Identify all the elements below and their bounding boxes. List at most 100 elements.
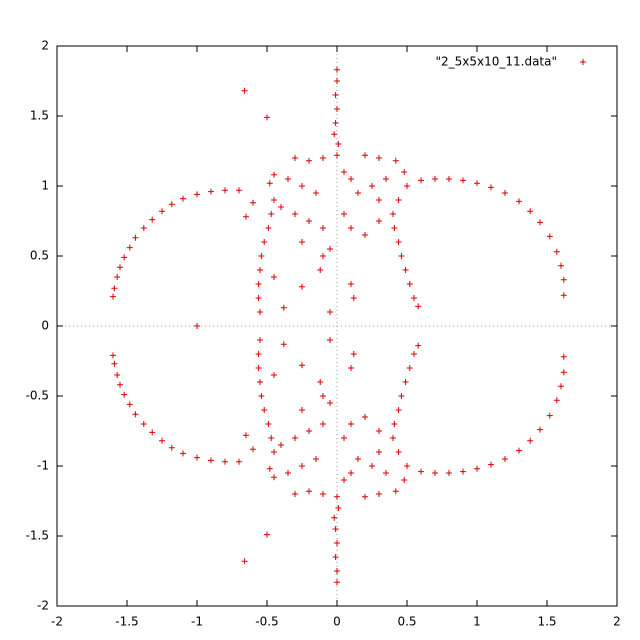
legend-label: "2_5x5x10_11.data" (435, 55, 557, 69)
point (401, 169, 408, 175)
point (306, 218, 312, 224)
point (258, 253, 265, 259)
point (280, 304, 287, 311)
point (194, 191, 200, 198)
point (126, 244, 133, 251)
point (292, 211, 298, 217)
point (149, 216, 156, 223)
point (355, 190, 361, 196)
point (350, 351, 357, 357)
point (320, 155, 326, 161)
point (271, 449, 277, 455)
point (334, 106, 340, 112)
point (241, 558, 248, 565)
point (140, 225, 147, 231)
point (341, 211, 347, 217)
point (320, 253, 326, 259)
point (114, 372, 121, 378)
point (258, 393, 265, 399)
point (348, 176, 354, 182)
point (398, 393, 405, 399)
point (398, 253, 405, 259)
point (168, 444, 175, 451)
point (391, 421, 398, 427)
point (271, 372, 277, 378)
point (299, 183, 305, 189)
point (268, 211, 275, 217)
point (110, 352, 116, 359)
point (350, 295, 357, 301)
point (255, 295, 262, 301)
point (327, 400, 333, 406)
point (299, 239, 305, 245)
point (334, 493, 340, 500)
point (255, 351, 262, 357)
point (265, 421, 272, 427)
point (560, 369, 567, 376)
point (334, 78, 340, 84)
point (474, 465, 480, 472)
point (341, 435, 347, 441)
point (560, 276, 567, 283)
point (299, 463, 305, 469)
point (376, 218, 382, 224)
point (392, 488, 399, 495)
point (516, 447, 522, 454)
point (271, 474, 277, 481)
point (320, 393, 326, 399)
point (546, 233, 553, 240)
point (383, 176, 389, 182)
point (474, 180, 480, 187)
point (327, 246, 333, 252)
point (257, 379, 263, 385)
point (208, 457, 214, 464)
point (390, 435, 396, 441)
point (369, 183, 375, 189)
point (111, 285, 118, 292)
point (348, 281, 354, 287)
point (362, 493, 368, 500)
point (348, 225, 354, 231)
point (488, 461, 494, 468)
point (243, 432, 249, 439)
x-tick-label: 1 (473, 615, 481, 629)
legend-marker (580, 59, 586, 65)
point (121, 391, 128, 398)
y-tick-label: -0.5 (26, 389, 49, 403)
point (250, 199, 256, 206)
point (404, 183, 410, 189)
point (334, 568, 340, 574)
x-tick-label: 2 (613, 615, 621, 629)
point (255, 281, 262, 287)
point (306, 157, 312, 164)
point (208, 188, 214, 195)
point (320, 491, 326, 497)
point (126, 401, 133, 408)
point (331, 514, 338, 521)
y-tick-label: -2 (37, 599, 49, 613)
point (432, 470, 438, 476)
point (558, 383, 564, 390)
point (560, 292, 567, 299)
x-tick-label: 0.5 (397, 615, 416, 629)
x-tick-label: 0 (333, 615, 341, 629)
point (395, 407, 402, 413)
y-tick-label: -1 (37, 459, 49, 473)
point (110, 293, 116, 300)
point (268, 435, 275, 441)
point (194, 323, 200, 329)
point (516, 198, 522, 205)
point (132, 411, 139, 418)
point (395, 239, 402, 245)
point (488, 184, 494, 191)
point (250, 446, 256, 453)
point (121, 254, 128, 261)
y-tick-label: 0.5 (30, 249, 49, 263)
point (335, 141, 342, 147)
point (335, 505, 342, 511)
point (111, 360, 118, 367)
point (292, 491, 298, 497)
point (222, 458, 228, 465)
point (149, 429, 156, 436)
